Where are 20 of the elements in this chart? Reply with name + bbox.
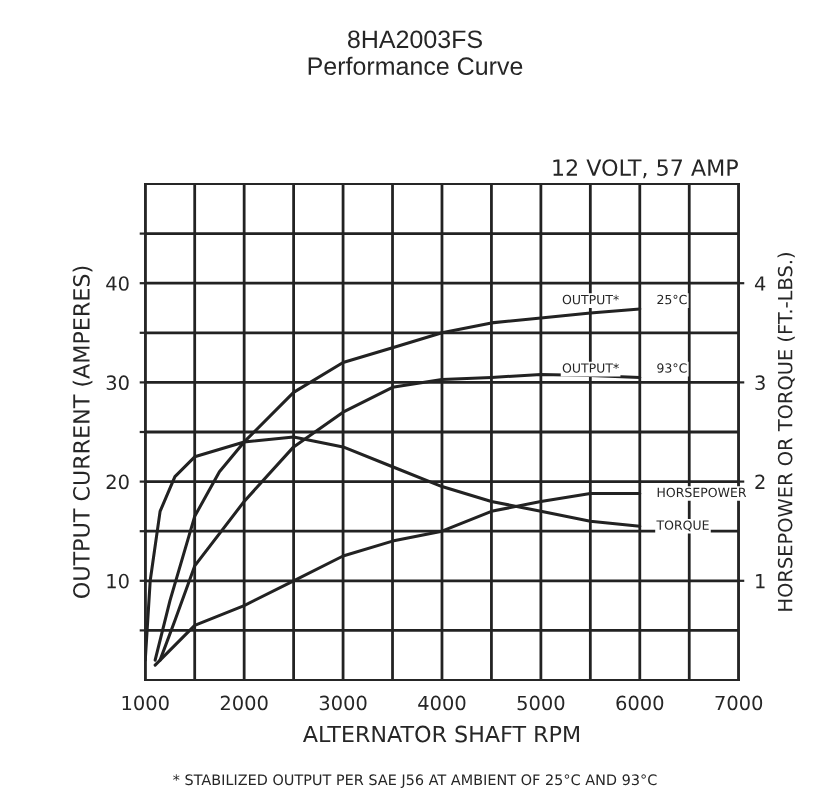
- x-tick-label: 5000: [517, 695, 565, 711]
- y2-axis-title: HORSEPOWER OR TORQUE (FT.-LBS.): [777, 253, 795, 611]
- y-axis-title: OUTPUT CURRENT (AMPERES): [72, 266, 93, 598]
- y2-tick-label: 4: [754, 276, 766, 291]
- y-tick-label: 40: [106, 276, 129, 291]
- x-tick-label: 1000: [122, 695, 169, 711]
- x-tick-label: 3000: [319, 695, 367, 711]
- x-axis-title: ALTERNATOR SHAFT RPM: [302, 725, 579, 743]
- x-tick-label: 2000: [220, 695, 268, 711]
- x-tick-label: 4000: [418, 695, 466, 711]
- y-tick-label: 20: [106, 474, 129, 490]
- chart-title: 8HA2003FS Performance Curve: [308, 30, 523, 76]
- y2-tick-label: 1: [756, 574, 765, 589]
- y2-tick-label: 3: [755, 375, 765, 391]
- y-tick-label: 10: [107, 573, 129, 589]
- y2-tick-label: 2: [755, 474, 765, 489]
- x-tick-label: 6000: [616, 695, 664, 711]
- x-tick-label: 7000: [715, 695, 763, 711]
- y-tick-label: 30: [106, 375, 129, 391]
- chart-subtitle: 12 VOLT, 57 AMP: [553, 159, 738, 179]
